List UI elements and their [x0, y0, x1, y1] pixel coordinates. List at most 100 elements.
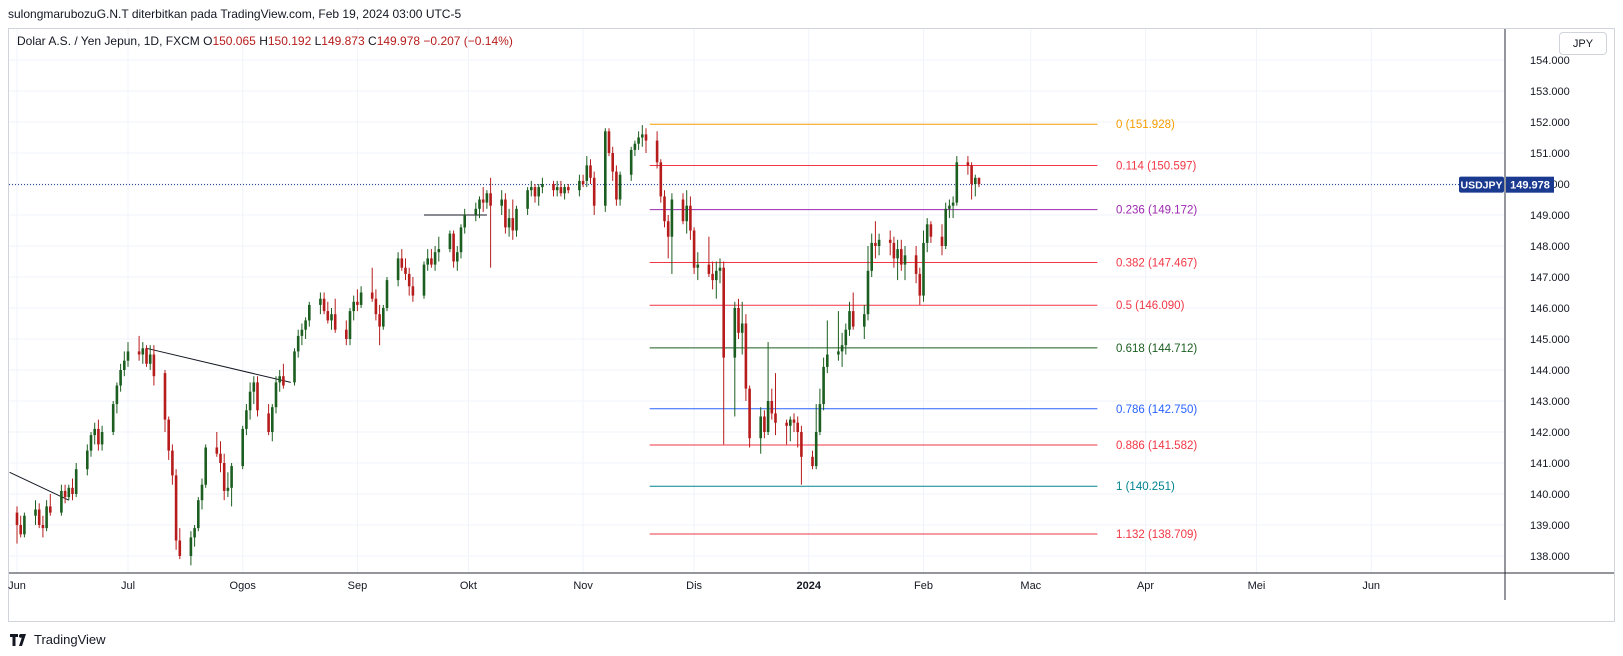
candle-body — [241, 428, 244, 467]
candle-body — [115, 385, 119, 405]
candle-body — [977, 177, 981, 184]
fib-level-label: 0.236 (149.172) — [1116, 205, 1197, 217]
x-tick-label: Apr — [1137, 580, 1154, 592]
candle-body — [126, 351, 130, 361]
candle-body — [178, 540, 182, 556]
candle-body — [400, 258, 404, 268]
x-tick-label: 2024 — [797, 580, 822, 592]
close-label: C — [368, 34, 377, 48]
candle-body — [459, 227, 463, 253]
candle-body — [840, 345, 844, 352]
y-tick-label: 154.000 — [1530, 55, 1570, 67]
candle-body — [526, 190, 529, 209]
candle-body — [300, 329, 304, 336]
tradingview-logo-icon — [10, 633, 26, 646]
candle-body — [870, 242, 873, 271]
last-price-label: 149.978 — [1510, 180, 1550, 192]
candle-body — [866, 270, 870, 315]
candle-body — [123, 360, 126, 370]
open-label: O — [203, 34, 213, 48]
candle-body — [826, 354, 829, 367]
candle-body — [970, 165, 973, 184]
low-label: L — [314, 34, 322, 48]
high-value: 150.192 — [267, 34, 312, 48]
candle-body — [404, 267, 407, 274]
candle-body — [500, 199, 503, 206]
open-value: 150.065 — [212, 34, 256, 48]
symbol-tag-label: USDJPY — [1460, 180, 1502, 192]
candle-body — [448, 233, 452, 250]
fib-level-label: 0 (151.928) — [1116, 119, 1175, 131]
candle-body — [515, 208, 518, 231]
candle-body — [718, 267, 722, 271]
candle-body — [348, 311, 352, 339]
candle-body — [63, 490, 67, 498]
candle-body — [851, 311, 855, 327]
y-tick-label: 142.000 — [1530, 427, 1570, 439]
candle-body — [951, 202, 955, 206]
tradingview-brand[interactable]: TradingView — [10, 632, 106, 647]
candle-body — [533, 187, 537, 197]
candle-body — [308, 304, 311, 321]
candle-body — [396, 258, 400, 281]
candle-body — [637, 137, 640, 144]
x-tick-label: Sep — [348, 580, 368, 592]
candle-body — [60, 490, 63, 513]
candle-body — [800, 432, 803, 457]
candle-body — [141, 348, 145, 355]
candles — [15, 125, 981, 566]
candle-body — [370, 292, 374, 299]
candle-body — [23, 515, 26, 535]
candle-body — [504, 199, 507, 228]
candle-body — [615, 171, 618, 200]
candle-body — [152, 354, 156, 377]
candle-body — [485, 193, 489, 203]
candle-body — [918, 273, 922, 296]
x-tick-label: Jun — [1362, 580, 1380, 592]
currency-button[interactable]: JPY — [1559, 32, 1607, 55]
candle-body — [145, 348, 148, 364]
candle-body — [659, 162, 663, 197]
y-tick-label: 148.000 — [1530, 241, 1570, 253]
candle-body — [940, 236, 944, 246]
candle-body — [193, 528, 196, 538]
candle-body — [796, 422, 799, 432]
candle-body — [848, 311, 851, 330]
fib-level-label: 0.382 (147.467) — [1116, 258, 1197, 270]
candle-body — [171, 450, 174, 476]
fibonacci-retracement[interactable]: 0 (151.928) 0.114 (150.597) 0.236 (149.172… — [649, 119, 1198, 541]
candle-body — [481, 199, 485, 203]
axes: 154.000153.000152.000151.000150.000149.0… — [8, 29, 1614, 600]
candle-body — [374, 298, 378, 315]
y-tick-label: 140.000 — [1530, 489, 1570, 501]
candle-body — [611, 153, 614, 172]
candle-body — [474, 208, 478, 215]
candle-body — [326, 311, 330, 321]
candle-body — [322, 298, 326, 312]
candle-body — [922, 242, 925, 296]
candle-body — [330, 314, 333, 321]
candle-body — [763, 416, 766, 432]
candle-body — [293, 351, 296, 383]
trendlines[interactable] — [9, 214, 487, 501]
fib-level-label: 0.786 (142.750) — [1116, 404, 1197, 416]
candle-body — [71, 487, 74, 494]
candle-body — [692, 230, 696, 268]
candle-body — [900, 249, 903, 265]
candle-body — [45, 506, 48, 529]
candle-body — [100, 432, 104, 445]
candle-body — [452, 233, 455, 262]
candle-body — [929, 224, 933, 237]
candle-body — [655, 140, 659, 163]
candle-body — [267, 413, 270, 432]
candle-body — [204, 447, 207, 485]
candle-body — [877, 239, 881, 246]
candle-body — [433, 252, 437, 265]
x-tick-label: Ogos — [230, 580, 257, 592]
candle-body — [559, 187, 563, 194]
candle-body — [478, 199, 481, 209]
candle-body — [563, 187, 566, 194]
candle-body — [744, 323, 748, 389]
candle-body — [189, 537, 193, 556]
